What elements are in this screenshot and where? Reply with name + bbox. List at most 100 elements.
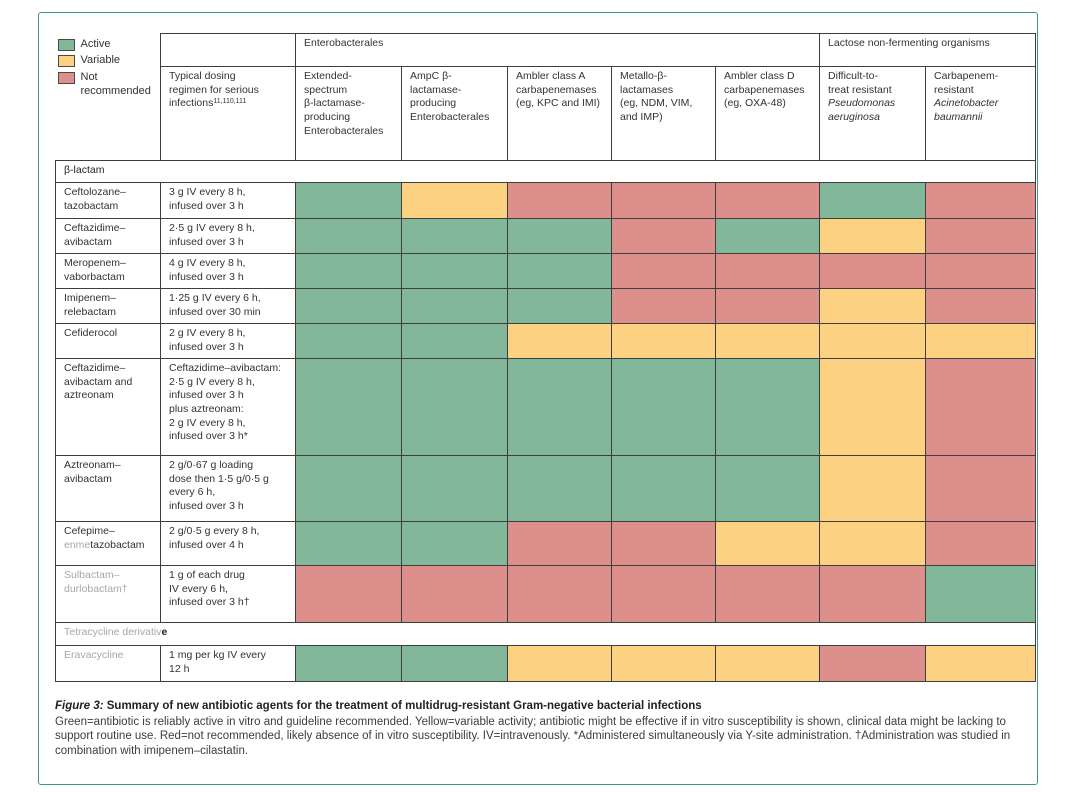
status-cell-ambler-a <box>507 455 612 522</box>
status-cell-dtr-pa <box>819 565 927 623</box>
status-cell-mbl <box>611 288 716 324</box>
drug-row: Ceftazidime– avibactam 2·5 g IV every 8 h… <box>55 218 1037 254</box>
status-cell-dtr-pa <box>819 288 927 324</box>
active-green-swatch <box>57 38 75 51</box>
status-cell-ambler-d <box>714 521 821 566</box>
status-cell-esbl <box>295 288 402 324</box>
status-cell-crab <box>925 565 1037 623</box>
status-cell-dtr-pa <box>819 253 927 289</box>
status-cell-esbl <box>295 521 402 566</box>
drug-row: Imipenem– relebactam 1·25 g IV every 6 h,… <box>55 288 1037 324</box>
dosing-cell: 4 g IV every 8 h, infused over 3 h <box>160 253 296 289</box>
status-cell-ambler-a <box>507 358 612 456</box>
status-cell-mbl <box>611 218 716 254</box>
antibiotics-table: Active Variable Not recommended Enterobact… <box>54 33 1037 682</box>
dosing-cell: 2 g/0·5 g every 8 h, infused over 4 h <box>160 521 296 566</box>
legend-cell: Active Variable Not recommended <box>55 33 161 161</box>
status-cell-ampc <box>401 645 508 682</box>
status-cell-esbl <box>295 323 402 359</box>
status-cell-ambler-a <box>507 218 612 254</box>
status-cell-dtr-pa <box>819 358 927 456</box>
column-header-crab: Carbapenem- resistant Acinetobacter baum… <box>925 66 1037 161</box>
status-cell-esbl <box>295 182 402 219</box>
column-header-ampc: AmpC β- lactamase- producing Enterobacte… <box>401 66 508 161</box>
status-cell-ambler-d <box>714 358 821 456</box>
drug-row: Sulbactam– durlobactam† 1 g of each drug … <box>55 565 1037 623</box>
drug-name-cell: Ceftazidime– avibactam and aztreonam <box>55 358 161 456</box>
legend-item: Variable <box>57 54 161 68</box>
dosing-cell: 1 g of each drug IV every 6 h, infused o… <box>160 565 296 623</box>
legend-label: Not recommended <box>80 71 151 97</box>
status-cell-ampc <box>401 455 508 522</box>
legend-item: Not recommended <box>57 71 161 99</box>
drug-name-cell: Cefepime– enmetazobactam <box>55 521 161 566</box>
status-cell-ambler-a <box>507 521 612 566</box>
status-cell-esbl <box>295 253 402 289</box>
status-cell-ambler-d <box>714 323 821 359</box>
drug-row: Ceftolozane– tazobactam 3 g IV every 8 h,… <box>55 182 1037 219</box>
status-cell-mbl <box>611 358 716 456</box>
caption-title: Figure 3: Summary of new antibiotic agen… <box>55 700 702 712</box>
drug-name-cell: Cefiderocol <box>55 323 161 359</box>
status-cell-esbl <box>295 358 402 456</box>
status-cell-ambler-a <box>507 565 612 623</box>
legend-item: Active <box>57 37 161 52</box>
drug-name-cell: Ceftazidime– avibactam <box>55 218 161 254</box>
status-cell-dtr-pa <box>819 218 927 254</box>
drug-row: Aztreonam– avibactam 2 g/0·67 g loading d… <box>55 455 1037 522</box>
status-cell-ampc <box>401 358 508 456</box>
status-cell-mbl <box>611 182 716 219</box>
status-cell-crab <box>925 455 1037 522</box>
dosing-cell: 2 g IV every 8 h, infused over 3 h <box>160 323 296 359</box>
status-cell-ampc <box>401 218 508 254</box>
group-header-row: Active Variable Not recommended Enterobact… <box>55 33 1037 161</box>
legend-label: Active <box>80 37 111 50</box>
status-cell-crab <box>925 288 1037 324</box>
column-header-dtr-pa: Difficult-to- treat resistant Pseudomona… <box>819 66 927 161</box>
status-cell-mbl <box>611 455 716 522</box>
status-cell-crab <box>925 521 1037 566</box>
status-cell-ampc <box>401 521 508 566</box>
status-cell-crab <box>925 182 1037 219</box>
status-cell-dtr-pa <box>819 645 927 682</box>
table-body: β-lactam Ceftolozane– tazobactam 3 g IV ev… <box>54 160 1037 682</box>
drug-row: Ceftazidime– avibactam and aztreonam Ceft… <box>55 358 1037 456</box>
status-cell-crab <box>925 323 1037 359</box>
section-row: Tetracycline derivative <box>54 622 1037 646</box>
status-cell-crab <box>925 645 1037 682</box>
column-header-mbl: Metallo-β- lactamases (eg, NDM, VIM, and… <box>611 66 716 161</box>
status-cell-ambler-d <box>714 455 821 522</box>
status-cell-ambler-a <box>507 253 612 289</box>
dosing-cell: 1 mg per kg IV every 12 h <box>160 645 296 682</box>
drug-name-cell: Ceftolozane– tazobactam <box>55 182 161 219</box>
drug-row: Cefepime– enmetazobactam 2 g/0·5 g every … <box>55 521 1037 566</box>
dosing-cell: 1·25 g IV every 6 h, infused over 30 min <box>160 288 296 324</box>
drug-row: Meropenem– vaborbactam 4 g IV every 8 h, … <box>55 253 1037 289</box>
status-cell-ampc <box>401 288 508 324</box>
status-cell-ambler-d <box>714 565 821 623</box>
status-cell-crab <box>925 218 1037 254</box>
column-header-dosing: Typical dosing regimen for serious infec… <box>160 66 296 161</box>
section-label: β-lactam <box>54 160 1037 183</box>
status-cell-mbl <box>611 645 716 682</box>
variable-yellow-swatch <box>57 55 75 68</box>
column-header-ambler-a: Ambler class A carbapenemases (eg, KPC a… <box>507 66 612 161</box>
status-cell-ambler-a <box>507 645 612 682</box>
figure-caption: Figure 3: Summary of new antibiotic agen… <box>55 699 1027 759</box>
status-cell-ampc <box>401 323 508 359</box>
status-cell-ambler-d <box>714 645 821 682</box>
empty-header-cell <box>160 33 296 67</box>
section-row: β-lactam <box>54 160 1037 183</box>
not-recommended-red-swatch <box>57 72 75 84</box>
status-cell-ambler-a <box>507 182 612 219</box>
drug-name-cell: Aztreonam– avibactam <box>55 455 161 522</box>
dosing-cell: 3 g IV every 8 h, infused over 3 h <box>160 182 296 219</box>
drug-name-cell: Imipenem– relebactam <box>55 288 161 324</box>
status-cell-ambler-d <box>714 288 821 324</box>
status-cell-mbl <box>611 253 716 289</box>
status-cell-esbl <box>295 645 402 682</box>
status-cell-dtr-pa <box>819 521 927 566</box>
status-cell-dtr-pa <box>819 455 927 522</box>
status-cell-dtr-pa <box>819 323 927 359</box>
